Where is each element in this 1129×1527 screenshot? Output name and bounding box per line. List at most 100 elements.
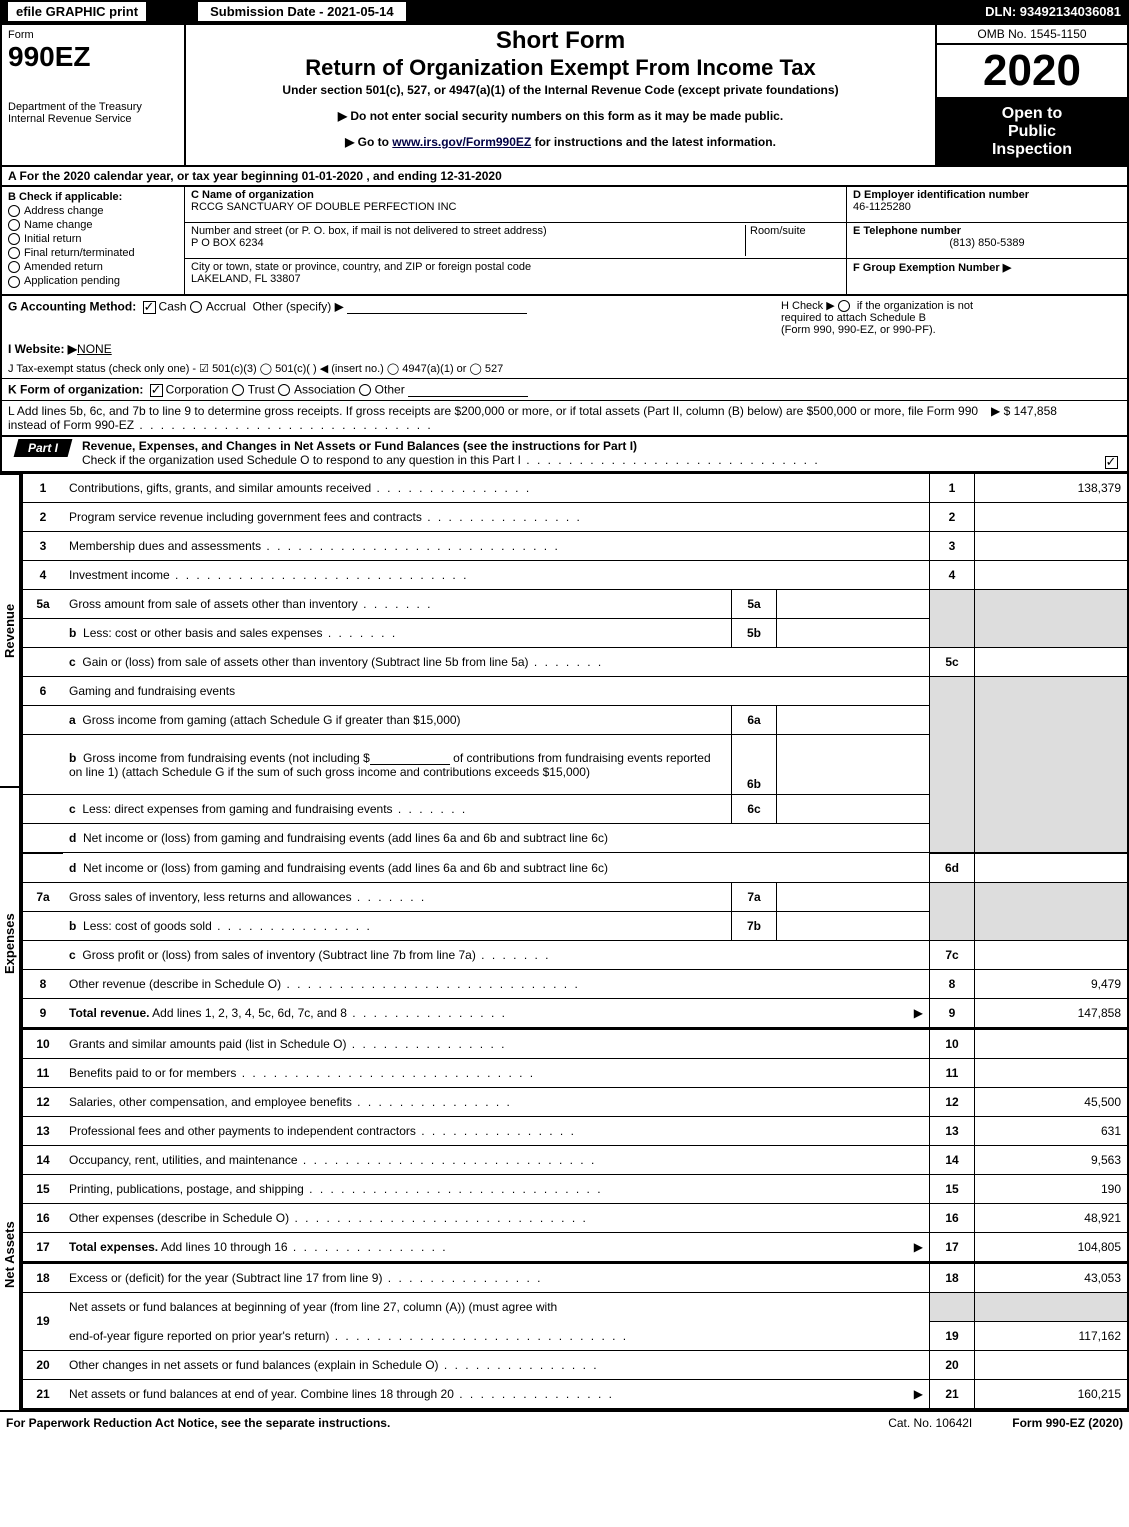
form-number: 990EZ [8,41,178,73]
check-application-pending[interactable]: Application pending [8,275,178,287]
check-initial-return[interactable]: Initial return [8,233,178,245]
note2-post: for instructions and the latest informat… [531,135,776,149]
line-6d-row: d Net income or (loss) from gaming and f… [22,853,1128,882]
net-assets-lines: 18Excess or (deficit) for the year (Subt… [21,1262,1129,1410]
website-value: NONE [77,342,112,356]
note2-pre: ▶ Go to [345,135,392,149]
net-assets-label: Net Assets [0,1099,21,1410]
check-association[interactable] [278,384,290,396]
tax-year: 2020 [937,45,1127,99]
org-name-cell: C Name of organization RCCG SANCTUARY OF… [185,187,846,223]
part1-title: Revenue, Expenses, and Changes in Net As… [78,437,1095,469]
line-2: 2Program service revenue including gover… [22,502,1128,531]
line-20: 20Other changes in net assets or fund ba… [22,1350,1128,1379]
form-ref: Form 990-EZ (2020) [1012,1416,1123,1430]
check-accrual[interactable] [190,301,202,313]
irs-label: Internal Revenue Service [8,113,178,125]
tel-cell: E Telephone number (813) 850-5389 [847,223,1127,259]
org-city-cell: City or town, state or province, country… [185,259,846,294]
check-cash[interactable] [143,301,156,314]
check-schedule-o[interactable] [1105,456,1118,469]
header-center: Short Form Return of Organization Exempt… [186,25,935,165]
check-address-change[interactable]: Address change [8,205,178,217]
line-13: 13Professional fees and other payments t… [22,1116,1128,1145]
line-18: 18Excess or (deficit) for the year (Subt… [22,1263,1128,1293]
group-exemption-cell: F Group Exemption Number ▶ [847,259,1127,294]
org-address-cell: Number and street (or P. O. box, if mail… [185,223,846,259]
gross-receipts-row: L Add lines 5b, 6c, and 7b to line 9 to … [0,401,1129,436]
org-city: LAKELAND, FL 33807 [191,273,301,285]
revenue-lines: 1Contributions, gifts, grants, and simil… [21,473,1129,853]
return-title: Return of Organization Exempt From Incom… [194,55,927,81]
part1-header: Part I Revenue, Expenses, and Changes in… [0,436,1129,473]
section-subtitle: Under section 501(c), 527, or 4947(a)(1)… [194,83,927,97]
line-7c: c Gross profit or (loss) from sales of i… [22,940,1128,969]
line-19b: end-of-year figure reported on prior yea… [22,1321,1128,1350]
line-16: 16Other expenses (describe in Schedule O… [22,1203,1128,1232]
gross-receipts-amount: ▶ $ 147,858 [991,404,1121,432]
short-form-title: Short Form [194,27,927,55]
tax-exempt-status: J Tax-exempt status (check only one) - ☑… [0,359,1129,379]
paperwork-notice: For Paperwork Reduction Act Notice, see … [6,1416,390,1430]
check-no-schedule-b[interactable] [838,300,850,312]
line-15: 15Printing, publications, postage, and s… [22,1174,1128,1203]
org-name: RCCG SANCTUARY OF DOUBLE PERFECTION INC [191,201,456,213]
line-4: 4Investment income 4 [22,560,1128,589]
inspection-badge: Open to Public Inspection [937,99,1127,165]
cat-no: Cat. No. 10642I [888,1416,972,1430]
line-14: 14Occupancy, rent, utilities, and mainte… [22,1145,1128,1174]
line-11: 11Benefits paid to or for members11 [22,1058,1128,1087]
col-d-ids: D Employer identification number 46-1125… [846,187,1127,294]
accounting-method: G Accounting Method: Cash Accrual Other … [8,299,781,336]
org-address: P O BOX 6234 [191,237,264,249]
check-other-org[interactable] [359,384,371,396]
row-g-h: G Accounting Method: Cash Accrual Other … [0,296,1129,339]
part1-tab: Part I [14,439,73,457]
ssn-warning: ▶ Do not enter social security numbers o… [194,109,927,123]
part1-table: Revenue Expenses Net Assets 1Contributio… [0,473,1129,1410]
schedule-b-check: H Check ▶ if the organization is not req… [781,299,1121,336]
top-bar: efile GRAPHIC print Submission Date - 20… [0,0,1129,23]
dept-label: Department of the Treasury [8,101,178,113]
efile-print-button[interactable]: efile GRAPHIC print [8,2,146,21]
line-8: 8Other revenue (describe in Schedule O) … [22,969,1128,998]
line-7a: 7aGross sales of inventory, less returns… [22,882,1128,911]
revenue-lines-2: d Net income or (loss) from gaming and f… [21,853,1129,1028]
ein-cell: D Employer identification number 46-1125… [847,187,1127,223]
check-amended-return[interactable]: Amended return [8,261,178,273]
line-9: 9Total revenue. Add lines 1, 2, 3, 4, 5c… [22,998,1128,1027]
vertical-labels: Revenue Expenses Net Assets [0,473,21,1410]
page-footer: For Paperwork Reduction Act Notice, see … [0,1410,1129,1434]
form-header: Form 990EZ Department of the Treasury In… [0,23,1129,167]
line-6: 6Gaming and fundraising events [22,676,1128,705]
b-label: B Check if applicable: [8,191,178,203]
expenses-label: Expenses [0,786,21,1099]
ein: 46-1125280 [853,201,911,213]
header-left: Form 990EZ Department of the Treasury In… [2,25,186,165]
expense-lines: 10Grants and similar amounts paid (list … [21,1028,1129,1262]
irs-link[interactable]: www.irs.gov/Form990EZ [392,135,531,149]
instructions-link-row: ▶ Go to www.irs.gov/Form990EZ for instru… [194,135,927,149]
line-17: 17Total expenses. Add lines 10 through 1… [22,1232,1128,1261]
check-final-return[interactable]: Final return/terminated [8,247,178,259]
other-org-input[interactable] [408,382,528,397]
website-row: I Website: ▶NONE [0,339,1129,359]
form-of-org: K Form of organization: Corporation Trus… [0,379,1129,401]
org-info-grid: B Check if applicable: Address change Na… [0,187,1129,296]
col-c-org: C Name of organization RCCG SANCTUARY OF… [185,187,846,294]
header-right: OMB No. 1545-1150 2020 Open to Public In… [935,25,1127,165]
line-21: 21Net assets or fund balances at end of … [22,1379,1128,1409]
form-label: Form [8,29,178,41]
line-5c: c Gain or (loss) from sale of assets oth… [22,647,1128,676]
line-12: 12Salaries, other compensation, and empl… [22,1087,1128,1116]
submission-date: Submission Date - 2021-05-14 [198,2,406,21]
line-1: 1Contributions, gifts, grants, and simil… [22,473,1128,502]
check-corporation[interactable] [150,384,163,397]
check-trust[interactable] [232,384,244,396]
line-3: 3Membership dues and assessments 3 [22,531,1128,560]
check-name-change[interactable]: Name change [8,219,178,231]
room-suite: Room/suite [745,225,840,256]
other-method-input[interactable] [347,299,527,314]
line-5a: 5aGross amount from sale of assets other… [22,589,1128,618]
revenue-label: Revenue [0,473,21,786]
